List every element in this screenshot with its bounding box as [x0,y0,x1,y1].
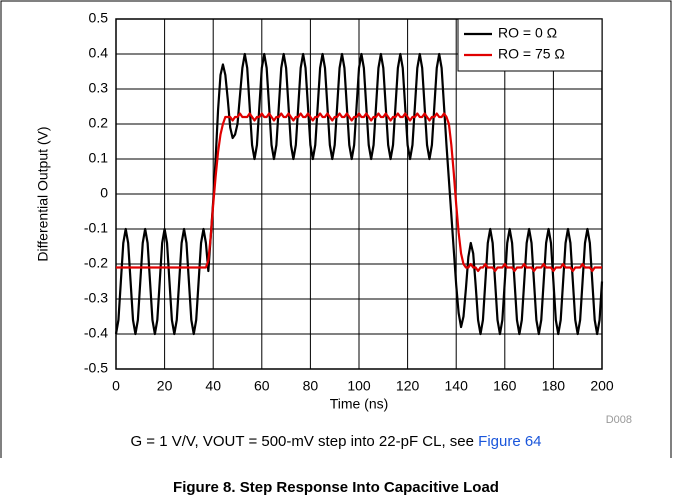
x-tick-label: 140 [445,378,469,394]
figure-title: Figure 8. Step Response Into Capacitive … [173,479,499,496]
legend-label: RO = 0 Ω [498,25,557,41]
y-tick-label: 0.4 [89,45,109,61]
caption-text: G = 1 V/V, VOUT = 500-mV step into 22-pF… [130,433,478,450]
y-tick-label: -0.2 [84,255,108,271]
y-tick-label: -0.5 [84,360,108,376]
y-tick-label: 0.1 [89,150,109,166]
y-axis-label: Differential Output (V) [35,126,51,261]
y-tick-label: 0.2 [89,115,109,131]
line-series [114,52,604,336]
y-tick-label: 0.5 [89,10,109,26]
plot-border [115,18,603,370]
x-tick-label: 20 [157,378,173,394]
legend-label: RO = 75 Ω [498,46,565,62]
y-tick-label: -0.4 [84,325,108,341]
x-tick-label: 80 [303,378,319,394]
legend-box [457,18,603,72]
y-tick-label: -0.1 [84,220,108,236]
y-tick-label: 0 [100,185,108,201]
x-tick-label: 60 [254,378,270,394]
y-tick-label: -0.3 [84,290,108,306]
figure-id: D008 [606,414,632,426]
line-series [116,112,602,273]
x-tick-label: 160 [493,378,517,394]
x-tick-label: 100 [347,378,371,394]
x-tick-label: 40 [205,378,221,394]
frame [0,0,672,458]
x-axis-label: Time (ns) [330,396,389,412]
caption: G = 1 V/V, VOUT = 500-mV step into 22-pF… [130,433,541,450]
caption-link[interactable]: Figure 64 [478,433,541,450]
y-tick-label: 0.3 [89,80,109,96]
x-tick-label: 180 [542,378,566,394]
x-tick-label: 200 [590,378,614,394]
x-tick-label: 0 [112,378,120,394]
x-tick-label: 120 [396,378,420,394]
